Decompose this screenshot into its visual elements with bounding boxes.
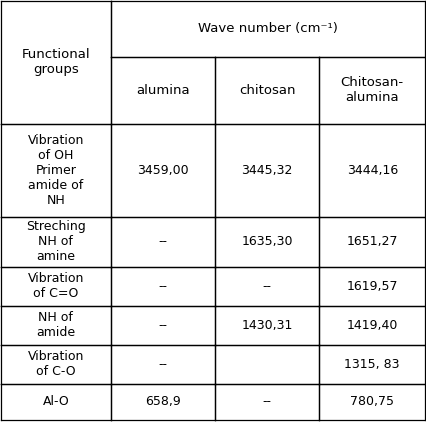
Text: Wave number (cm⁻¹): Wave number (cm⁻¹) [198, 22, 338, 35]
Text: 1419,40: 1419,40 [346, 319, 398, 332]
Text: 3444,16: 3444,16 [347, 164, 398, 177]
Text: Vibration
of C=O: Vibration of C=O [28, 272, 84, 300]
Text: 1635,30: 1635,30 [242, 235, 293, 248]
Text: --: -- [263, 395, 272, 408]
Text: alumina: alumina [136, 84, 190, 97]
Text: Vibration
of C-O: Vibration of C-O [28, 350, 84, 378]
Text: 1315, 83: 1315, 83 [345, 358, 400, 371]
Text: NH of
amide: NH of amide [36, 311, 75, 339]
Text: Functional
groups: Functional groups [22, 48, 90, 76]
Text: Streching
NH of
amine: Streching NH of amine [26, 220, 86, 263]
Text: Chitosan-
alumina: Chitosan- alumina [341, 76, 404, 105]
Text: --: -- [158, 358, 167, 371]
Text: --: -- [158, 280, 167, 293]
Text: 3459,00: 3459,00 [137, 164, 189, 177]
Text: --: -- [158, 319, 167, 332]
Text: Al-O: Al-O [43, 395, 69, 408]
Text: 658,9: 658,9 [145, 395, 181, 408]
Text: --: -- [263, 280, 272, 293]
Text: 3445,32: 3445,32 [242, 164, 293, 177]
Text: Vibration
of OH
Primer
amide of
NH: Vibration of OH Primer amide of NH [28, 134, 84, 207]
Text: 1651,27: 1651,27 [346, 235, 398, 248]
Text: chitosan: chitosan [239, 84, 295, 97]
Text: 1619,57: 1619,57 [346, 280, 398, 293]
Text: 780,75: 780,75 [350, 395, 394, 408]
Text: --: -- [158, 235, 167, 248]
Text: 1430,31: 1430,31 [242, 319, 293, 332]
